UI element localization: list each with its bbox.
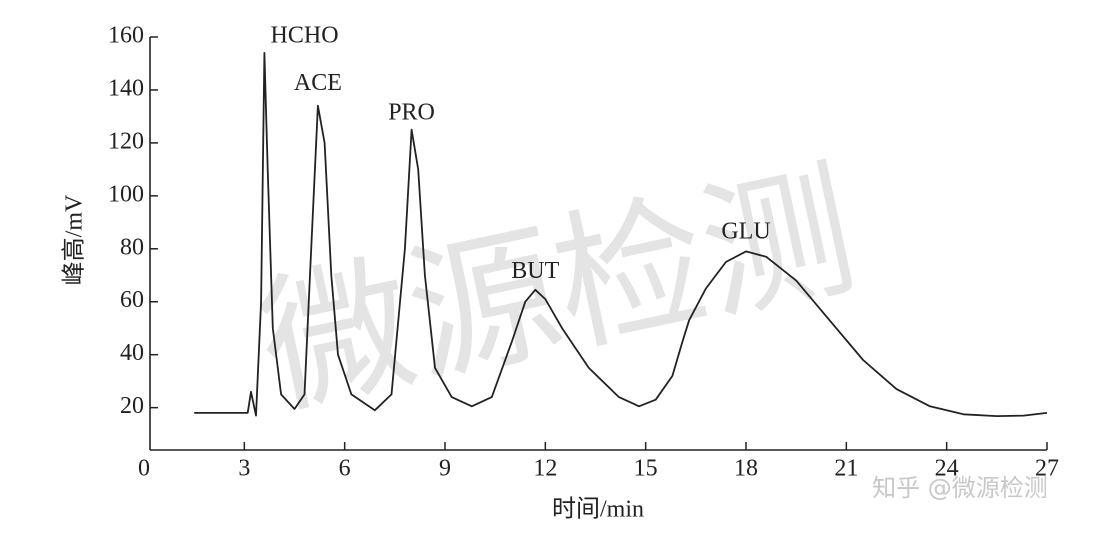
y-tick-label: 140 [108,75,144,101]
x-tick-label: 9 [439,456,451,482]
watermark: 微源检测 [246,143,869,438]
x-tick-label: 18 [734,456,758,482]
y-axis-label: 峰高/mV [61,194,88,285]
x-tick-label: 27 [1035,456,1059,482]
x-axis-label: 时间/min [552,496,644,523]
peak-label: ACE [294,70,342,96]
x-tick-label: 3 [238,456,250,482]
peak-label: HCHO [271,23,339,49]
chromatogram-line [194,52,1048,417]
y-tick-label: 100 [108,181,144,207]
y-tick-label: 20 [120,393,144,419]
x-tick-label: 15 [634,456,658,482]
x-tick-label: 21 [834,456,858,482]
peak-label: BUT [511,258,559,284]
y-tick-label: 60 [120,287,144,313]
x-tick-label: 0 [138,456,150,482]
y-tick-label: 160 [108,23,144,49]
x-tick-label: 12 [533,456,557,482]
x-tick-label: 6 [339,456,351,482]
peak-label: PRO [388,99,435,125]
y-tick-label: 80 [120,234,144,260]
credit: 知乎 @微源检测 [872,474,1048,502]
y-tick-label: 40 [120,340,144,366]
y-tick-label: 120 [108,128,144,154]
peak-label: GLU [721,218,770,244]
x-tick-label: 24 [935,456,959,482]
